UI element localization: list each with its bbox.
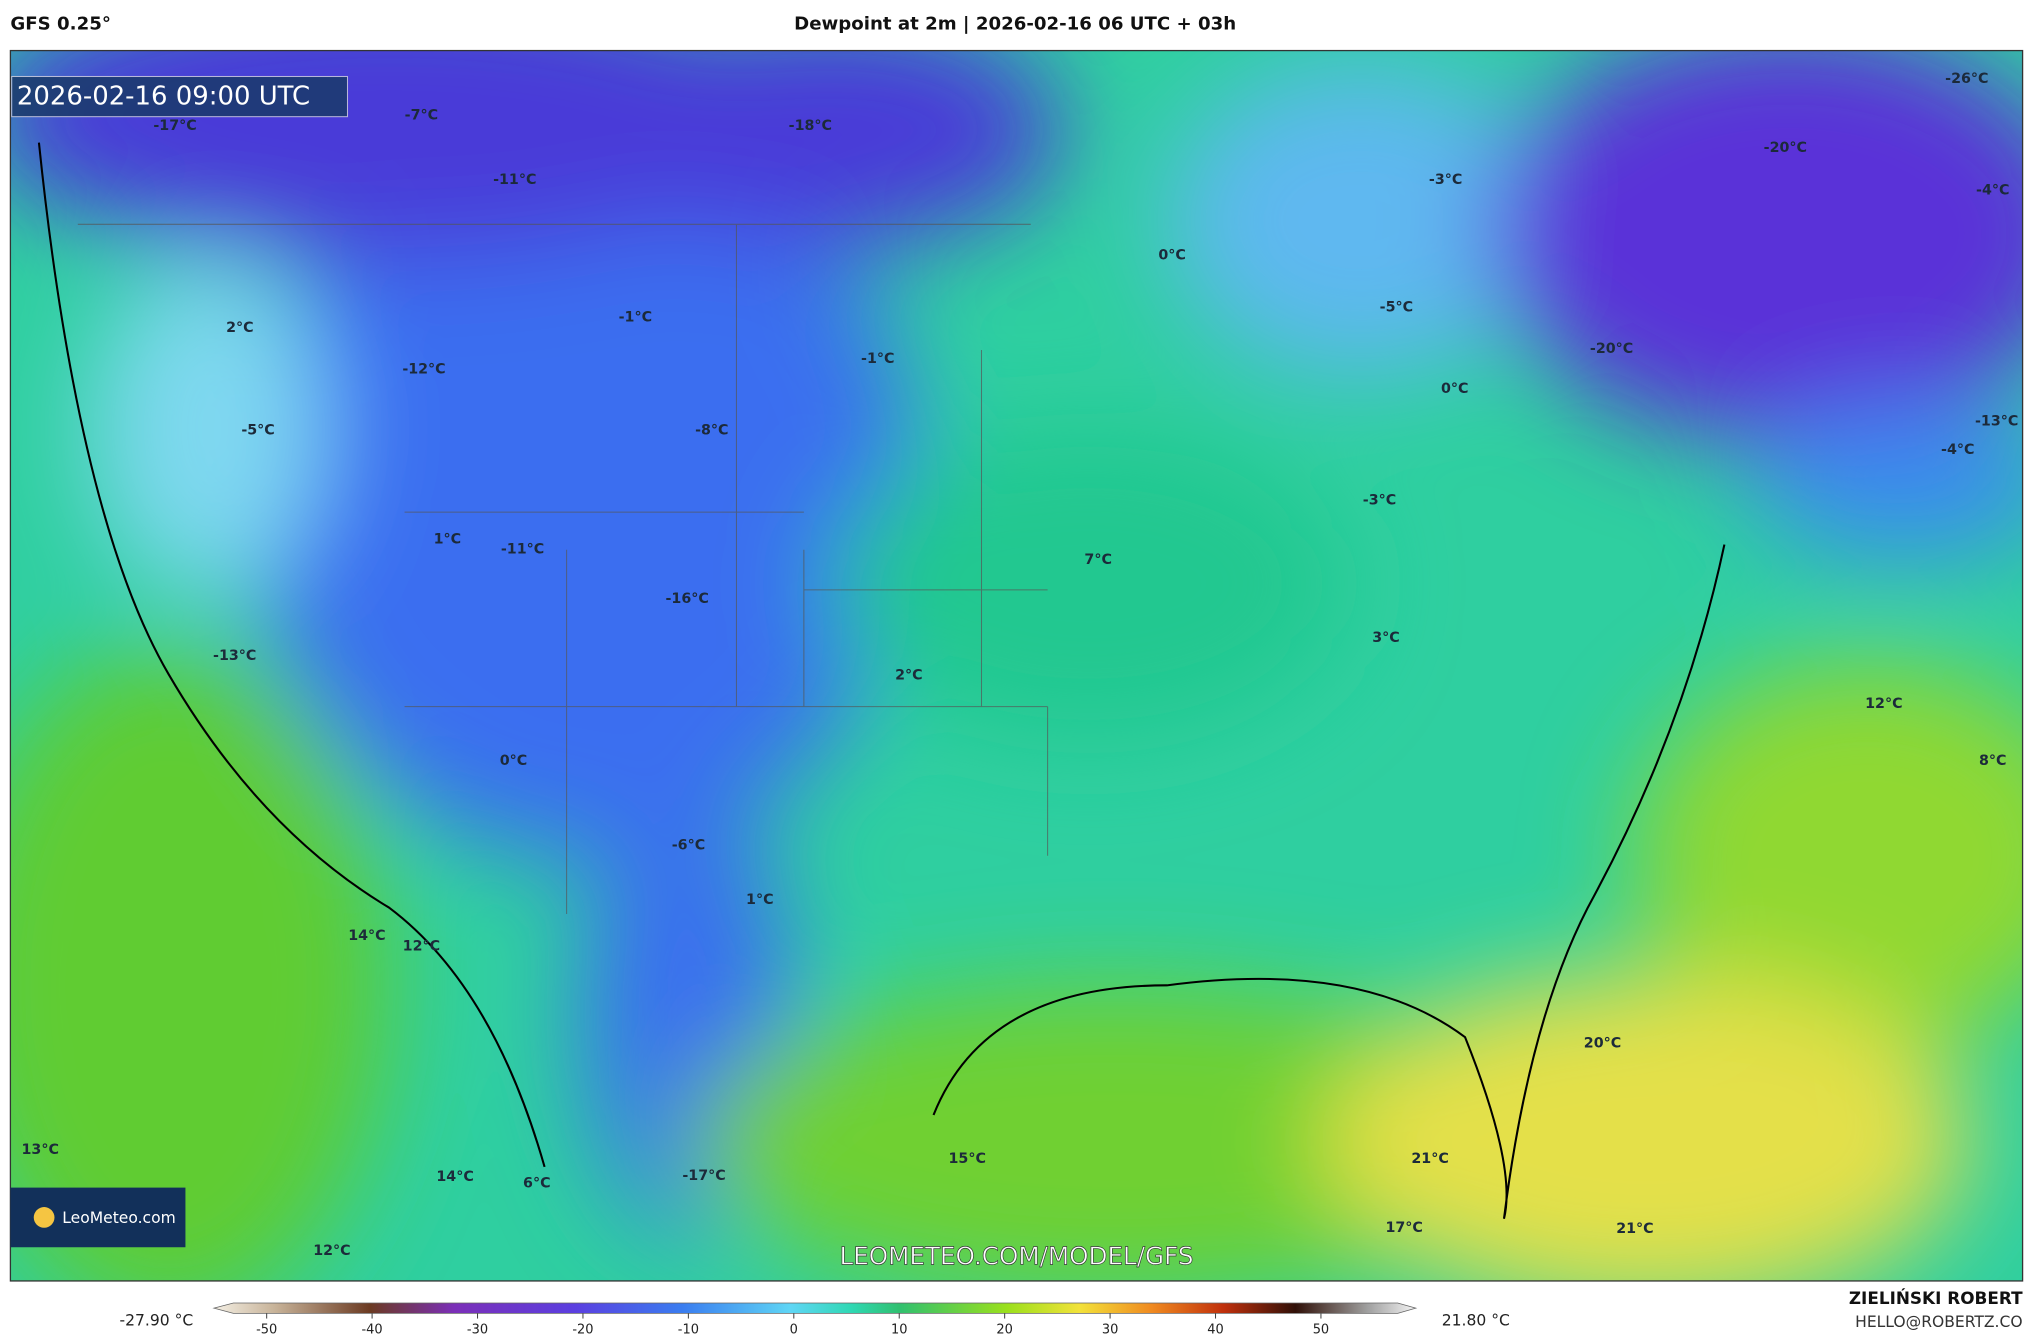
temperature-label: 12°C xyxy=(403,938,440,954)
max-value: 21.80 °C xyxy=(1442,1312,1510,1330)
temperature-label: 15°C xyxy=(949,1151,986,1167)
temperature-label: 17°C xyxy=(1385,1220,1422,1236)
colorbar-tick-label: 30 xyxy=(1102,1323,1118,1338)
model-name: GFS 0.25° xyxy=(10,14,111,35)
colorbar-tick-label: -10 xyxy=(678,1323,699,1338)
temperature-label: -11°C xyxy=(501,542,544,558)
colorbar-tick-label: 50 xyxy=(1313,1323,1329,1338)
temperature-label: 3°C xyxy=(1372,630,1400,646)
temperature-label: -20°C xyxy=(1590,341,1633,357)
temperature-label: -3°C xyxy=(1363,492,1396,508)
coastline xyxy=(37,142,1726,1219)
colorbar-tick-label: 40 xyxy=(1207,1323,1223,1338)
watermark: LEOMETEO.COM/MODEL/GFS xyxy=(839,1242,1193,1271)
contact: HELLO@ROBERTZ.CO xyxy=(1855,1313,2022,1331)
temperature-label: -20°C xyxy=(1764,140,1807,156)
temperature-label: -5°C xyxy=(1380,299,1413,315)
temperature-label: -7°C xyxy=(405,107,438,123)
colorbar-tick-label: 10 xyxy=(891,1323,907,1338)
author: ZIELIŃSKI ROBERT xyxy=(1849,1287,2023,1308)
temperature-label: -5°C xyxy=(241,422,274,438)
colorbar: -50 -40 -30 -20 -10 0 10 20 30 40 50 xyxy=(212,1302,1418,1338)
temperature-label: -8°C xyxy=(695,422,728,438)
colorbar-tick-label: -40 xyxy=(362,1323,383,1338)
colorbar-tick-label: -20 xyxy=(572,1323,593,1338)
colorbar-tick-label: -30 xyxy=(467,1323,488,1338)
temperature-labels: -17°C -7°C -18°C -11°C -3°C -20°C -26°C -4°C 0°C… xyxy=(22,71,2019,1259)
colorbar-tick-label: -50 xyxy=(256,1323,277,1338)
temperature-label: 13°C xyxy=(22,1142,59,1158)
temperature-label: 1°C xyxy=(434,531,462,547)
min-value: -27.90 °C xyxy=(120,1312,194,1330)
temperature-label: 7°C xyxy=(1084,552,1112,568)
map-title: Dewpoint at 2m | 2026-02-16 06 UTC + 03h xyxy=(794,14,1236,35)
temperature-label: 8°C xyxy=(1979,753,2007,769)
temperature-label: -12°C xyxy=(402,362,445,378)
temperature-label: 21°C xyxy=(1411,1151,1448,1167)
temperature-label: -1°C xyxy=(861,351,894,367)
temperature-label: -4°C xyxy=(1976,183,2009,199)
colorbar-tick-label: 0 xyxy=(790,1323,798,1338)
temperature-label: 20°C xyxy=(1584,1036,1621,1052)
temperature-label: 2°C xyxy=(895,667,923,683)
temperature-label: -13°C xyxy=(213,648,256,664)
temperature-label: -17°C xyxy=(153,118,196,134)
temperature-label: -26°C xyxy=(1945,71,1988,87)
temperature-label: -17°C xyxy=(682,1168,725,1184)
temperature-label: 12°C xyxy=(1865,696,1902,712)
temperature-label: -16°C xyxy=(666,591,709,607)
temperature-label: 14°C xyxy=(348,928,385,944)
temperature-label: -6°C xyxy=(672,837,705,853)
temperature-label: -11°C xyxy=(493,172,536,188)
temperature-label: -3°C xyxy=(1429,172,1462,188)
temperature-label: 0°C xyxy=(1441,381,1469,397)
colorbar-tick-label: 20 xyxy=(996,1323,1012,1338)
temperature-label: 1°C xyxy=(746,892,774,908)
temperature-label: -13°C xyxy=(1975,413,2018,429)
temperature-label: 0°C xyxy=(500,753,528,769)
timestamp: 2026-02-16 09:00 UTC xyxy=(17,82,310,112)
temperature-label: -4°C xyxy=(1941,442,1974,458)
logo: LeoMeteo.com xyxy=(62,1209,176,1227)
temperature-label: 6°C xyxy=(523,1176,551,1192)
temperature-label: -18°C xyxy=(789,118,832,134)
temperature-label: -1°C xyxy=(619,310,652,326)
temperature-label: 12°C xyxy=(313,1243,350,1259)
temperature-label: 14°C xyxy=(436,1169,473,1185)
temperature-label: 21°C xyxy=(1616,1221,1653,1237)
temperature-label: 0°C xyxy=(1158,247,1185,263)
temperature-label: 2°C xyxy=(226,320,254,336)
